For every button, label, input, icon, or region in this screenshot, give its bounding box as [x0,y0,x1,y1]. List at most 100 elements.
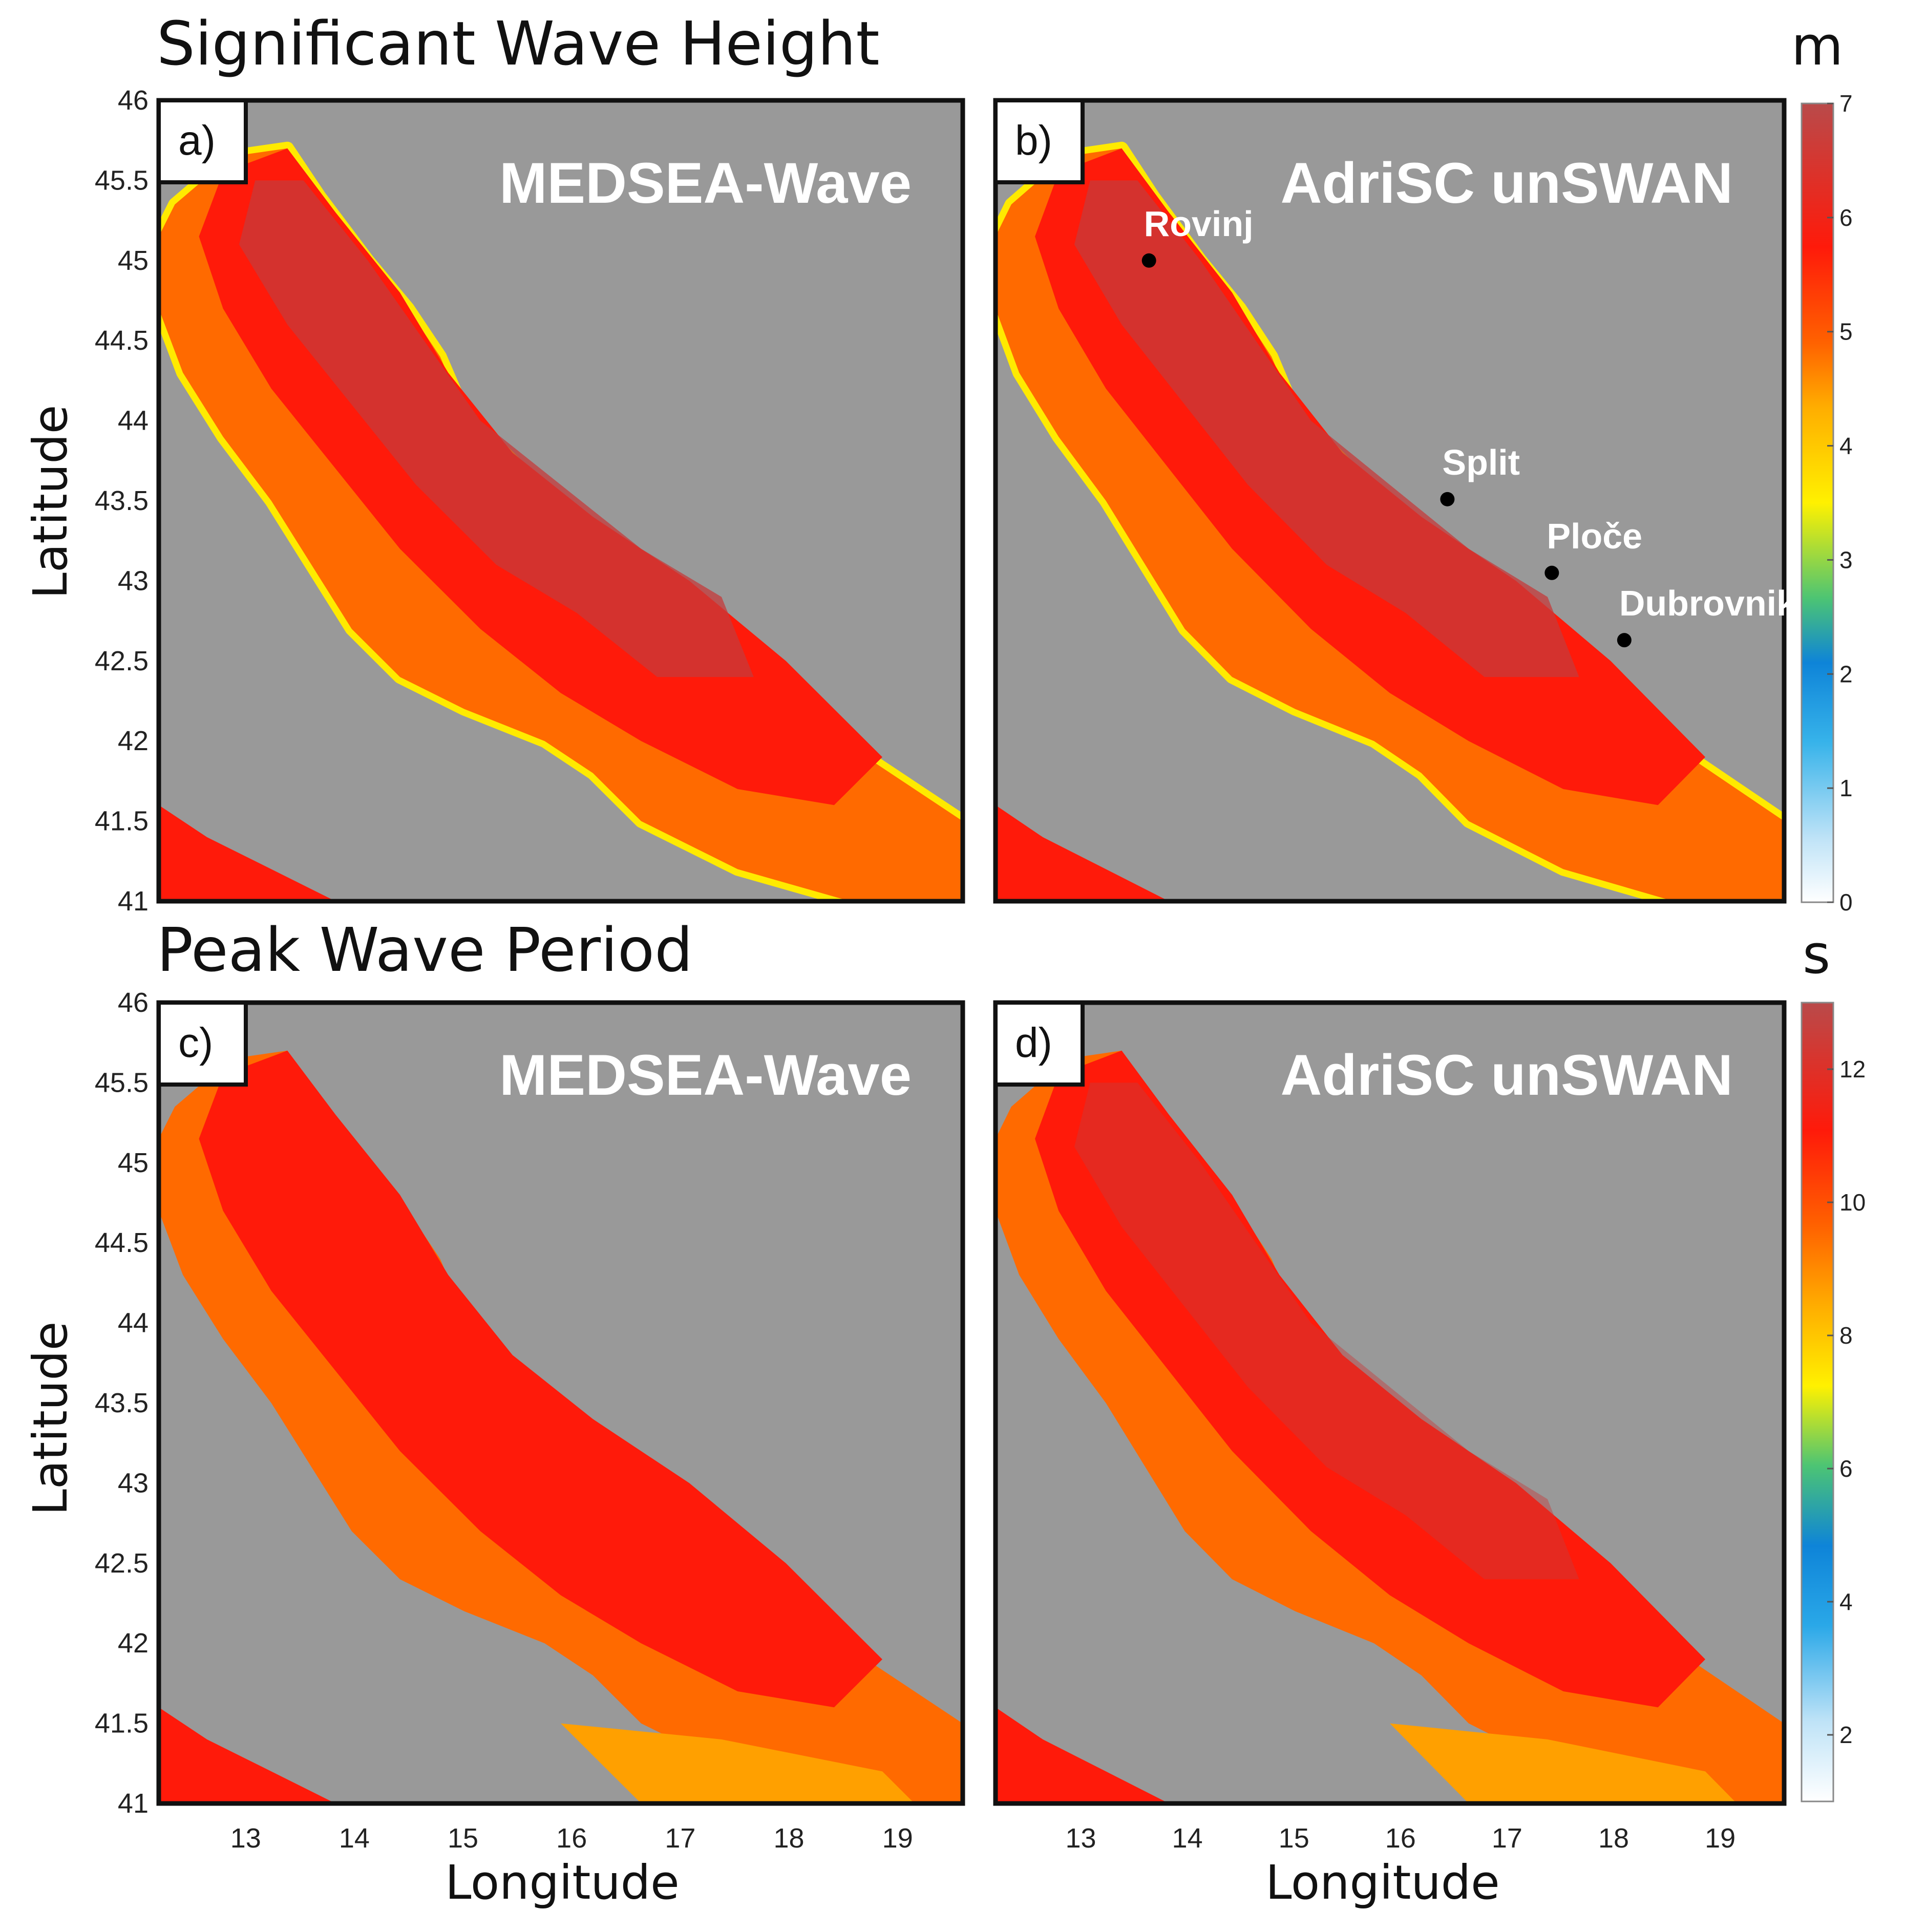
panel-label-box [993,98,1085,184]
xtick-label: 16 [556,1823,587,1854]
ytick-label: 41.5 [95,806,149,837]
period-core-max [1074,1082,1579,1580]
xlabel-left: Longitude [445,1855,680,1910]
colorbar-tick: 4 [1839,433,1853,459]
colorbar-tick: 10 [1839,1189,1866,1216]
ytick-label: 43 [118,565,149,596]
sea-southwest [996,805,1169,901]
ytick-label: 44 [118,1308,149,1339]
wave-core-max [1074,180,1579,677]
colorbar-period [1801,1002,1834,1802]
xtick-label: 15 [1279,1823,1309,1854]
panel-model-title: AdriSC unSWAN [1280,151,1733,215]
colorbar-tick: 1 [1839,775,1853,801]
colorbar-tick: 7 [1839,90,1853,117]
xtick-label: 15 [448,1823,478,1854]
colorbar-tick: 8 [1839,1322,1853,1349]
ytick-label: 44.5 [95,325,149,356]
panel-label: b) [1015,117,1052,164]
xtick-label: 17 [665,1823,695,1854]
location-label: Rovinj [1144,204,1254,244]
unit-s: s [1803,923,1830,986]
period-band-low [1390,1723,1737,1803]
xlabel-right: Longitude [1265,1855,1500,1910]
colorbar-tick: 6 [1839,204,1853,231]
panel-label-box [157,1001,248,1087]
colorbar-tick: 2 [1839,1722,1853,1748]
ytick-label: 42.5 [95,646,149,676]
location-marker [1617,633,1632,648]
xtick-label: 16 [1385,1823,1416,1854]
panel-label: d) [1015,1020,1052,1066]
ytick-label: 45 [118,245,149,276]
xtick-label: 13 [1065,1823,1096,1854]
panel-label: c) [178,1020,213,1066]
sea-southwest [996,1707,1169,1803]
location-label: Ploče [1547,516,1642,556]
location-marker [1544,565,1559,580]
ytick-label: 43 [118,1468,149,1498]
panel-frame [993,1000,1787,1806]
colorbar-tick: 6 [1839,1455,1853,1482]
colorbar-tick: 5 [1839,319,1853,345]
location-marker [1440,492,1455,506]
ylabel-top: Latitude [23,405,78,599]
period-band-high [199,1050,882,1708]
xtick-label: 14 [1172,1823,1203,1854]
ytick-label: 42 [118,726,149,756]
xtick-label: 19 [882,1823,913,1854]
panel-frame [993,98,1787,904]
xtick-label: 13 [230,1823,261,1854]
ytick-label: 46 [118,85,149,116]
panel-a: a) MEDSEA-Wave 46 45.5 45 44.5 44 43.5 43 42.5 42 4… [95,85,965,917]
colorbar-tick: 2 [1839,661,1853,687]
xtick-label: 18 [774,1823,805,1854]
xtick-label: 17 [1492,1823,1522,1854]
ytick-label: 41 [118,886,149,917]
panel-label-box [157,98,248,184]
colorbar-tick: 12 [1839,1056,1866,1082]
ytick-label: 46 [118,987,149,1018]
panel-frame [156,1000,965,1806]
period-band-high [1035,1050,1705,1708]
section-title-height: Significant Wave Height [157,8,880,79]
location-label: Split [1442,442,1520,482]
panel-label: a) [178,117,216,164]
colorbar-tick: 0 [1839,889,1853,916]
panel-model-title: AdriSC unSWAN [1280,1043,1733,1107]
ytick-label: 42 [118,1628,149,1659]
colorbar-tick: 4 [1839,1588,1853,1615]
ytick-label: 44.5 [95,1227,149,1258]
xtick-label: 18 [1598,1823,1629,1854]
panel-d: d) AdriSC unSWAN 13 14 15 16 17 18 19 [993,1000,1787,1854]
ytick-label: 45 [118,1148,149,1178]
ytick-label: 45.5 [95,1067,149,1098]
colorbar-height [1801,102,1834,903]
panel-c: c) MEDSEA-Wave 46 45.5 45 44.5 44 43.5 43 42.5 42 4… [95,987,965,1854]
location-marker [1141,253,1156,268]
panel-frame [156,98,965,904]
xtick-label: 19 [1705,1823,1735,1854]
ytick-label: 41 [118,1788,149,1819]
section-title-period: Peak Wave Period [157,915,693,985]
location-label: Dubrovnik [1619,583,1796,623]
ytick-label: 43.5 [95,1388,149,1418]
colorbar-tick: 3 [1839,546,1853,573]
period-band-low [561,1723,915,1803]
panel-model-title: MEDSEA-Wave [499,1043,912,1107]
ytick-label: 45.5 [95,165,149,196]
panel-model-title: MEDSEA-Wave [499,151,912,215]
ytick-label: 43.5 [95,485,149,516]
wave-core-max [239,180,754,677]
xtick-label: 14 [339,1823,370,1854]
unit-m: m [1791,15,1843,77]
ytick-label: 41.5 [95,1708,149,1739]
ytick-label: 42.5 [95,1548,149,1579]
ylabel-bottom: Latitude [23,1322,78,1516]
ytick-label: 44 [118,406,149,436]
sea-southwest [159,805,336,901]
panel-label-box [993,1001,1085,1087]
panel-b: b) AdriSC unSWAN Rovinj Split Ploče Dubrovnik [993,98,1796,904]
sea-southwest [159,1707,336,1803]
